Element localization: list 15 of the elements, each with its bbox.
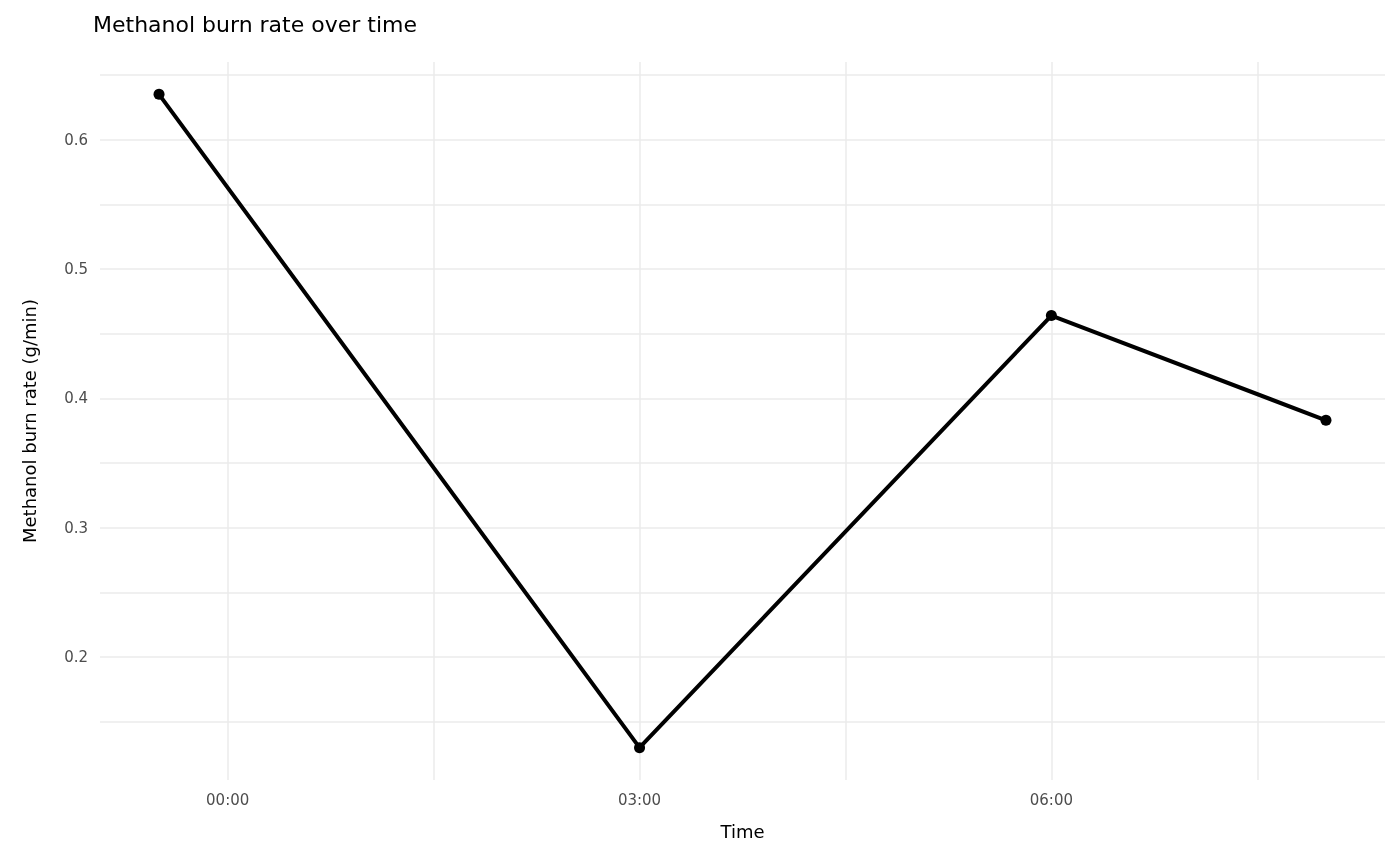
chart-title: Methanol burn rate over time — [93, 11, 418, 37]
point — [1045, 310, 1057, 322]
x-tick-label: 03:00 — [617, 790, 662, 809]
y-tick-label: 0.5 — [64, 259, 88, 278]
x-tick-label: 00:00 — [206, 790, 250, 809]
x-tick-label: 06:00 — [1029, 790, 1074, 809]
y-tick-label: 0.2 — [64, 648, 88, 667]
y-tick-label: 0.4 — [64, 389, 88, 408]
point — [153, 88, 165, 100]
point — [1320, 414, 1332, 426]
x-axis-title: Time — [719, 820, 765, 842]
point — [634, 742, 646, 754]
y-axis-title: Methanol burn rate (g/min) — [18, 298, 40, 544]
y-tick-label: 0.3 — [64, 518, 88, 537]
y-tick-label: 0.6 — [64, 130, 88, 149]
